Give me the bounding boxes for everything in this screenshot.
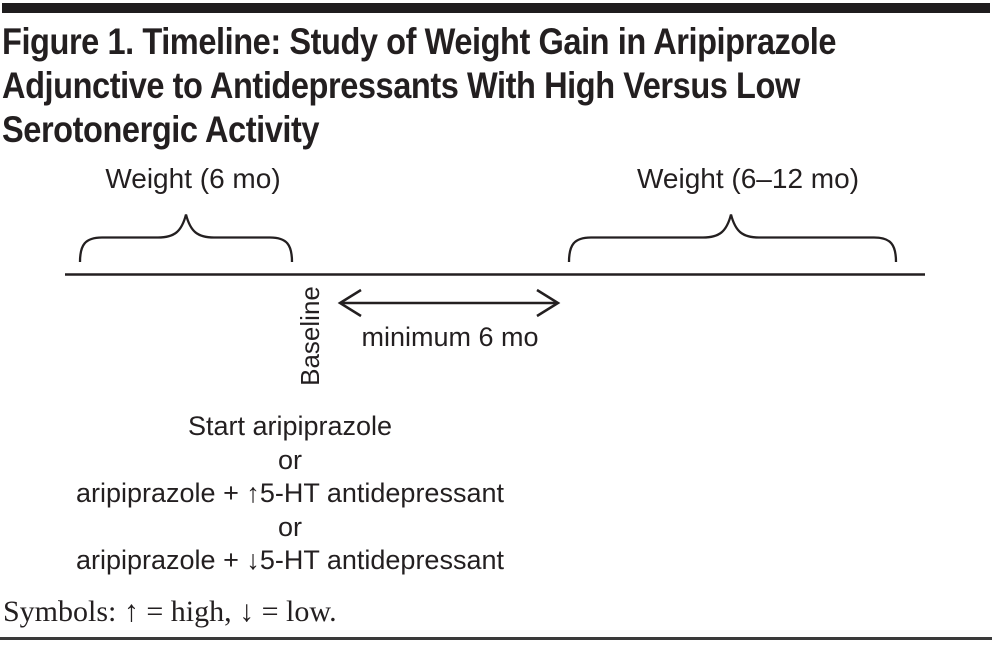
left-brace [78, 214, 294, 263]
treatment-or: or [277, 444, 302, 475]
duration-arrow-right-head [536, 288, 561, 318]
figure-title-line: Figure 1. Timeline: Study of Weight Gain… [2, 21, 837, 62]
figure-title-line: Adjunctive to Antidepressants With High … [2, 65, 800, 106]
right-interval-label: Weight (6–12 mo) [636, 163, 860, 194]
baseline-label: Baseline [295, 286, 325, 386]
left-interval-label: Weight (6 mo) [105, 163, 281, 194]
duration-label: minimum 6 mo [361, 322, 539, 352]
symbols-footnote: Symbols: ↑ = high, ↓ = low. [3, 595, 337, 628]
treatment-or: or [277, 511, 302, 542]
right-brace [567, 214, 898, 263]
top-rule [2, 3, 990, 13]
duration-arrow [337, 288, 561, 318]
duration-arrow-left-head [337, 288, 362, 318]
treatment-option-low-5ht: aripiprazole + ↓5-HT antidepressant [76, 545, 504, 575]
bottom-rule [0, 637, 992, 640]
treatment-option-high-5ht: aripiprazole + ↑5-HT antidepressant [76, 478, 504, 508]
treatment-options: Start aripiprazole or aripiprazole + ↑5-… [70, 410, 510, 578]
figure-title: Figure 1. Timeline: Study of Weight Gain… [2, 20, 837, 152]
figure-title-line: Serotonergic Activity [2, 109, 320, 150]
treatment-option-start: Start aripiprazole [187, 411, 393, 441]
